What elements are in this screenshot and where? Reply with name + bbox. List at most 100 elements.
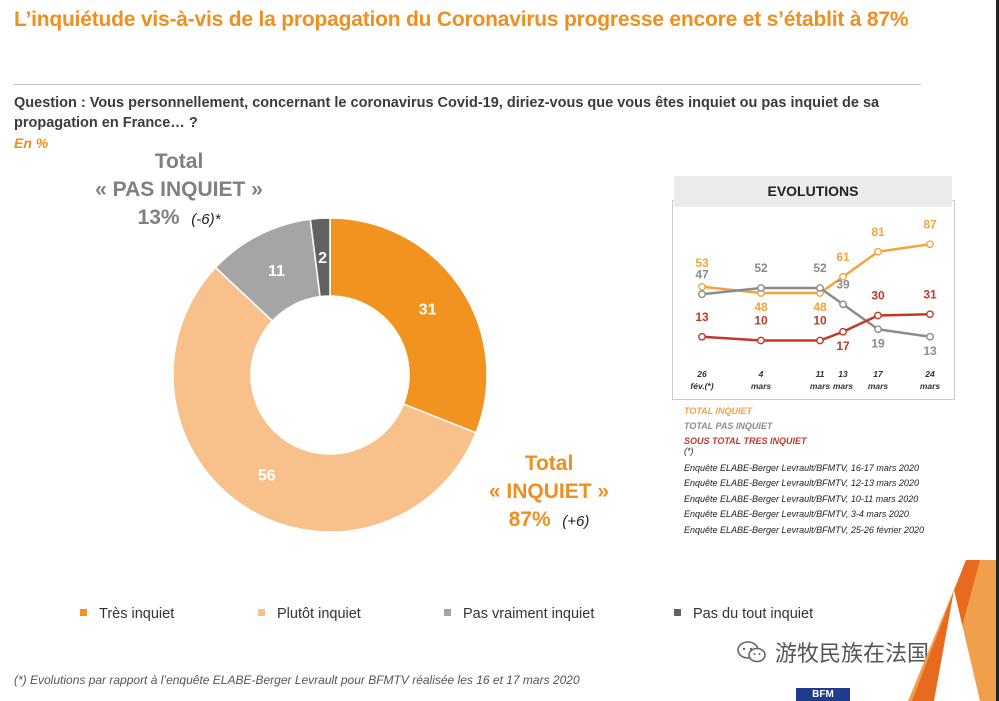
evo-value-label-tres_inquiet: 10 (813, 314, 827, 328)
evo-x-tick-label: 13 mars (833, 369, 854, 391)
evo-point-total_pas_inquiet (698, 290, 706, 299)
evo-x-tick-label: 26 fév.(*) (690, 369, 713, 391)
evo-line-total_inquiet (701, 243, 931, 295)
evo-value-label-total_inquiet: 48 (813, 300, 827, 314)
donut-label-tres: 31 (419, 302, 437, 319)
evo-point-total_inquiet (839, 272, 847, 281)
footnote: (*) Evolutions par rapport à l’enquête E… (14, 673, 580, 687)
elabe-logo-icon (908, 560, 996, 701)
total-pas-inquiet-change: (-6)* (191, 211, 221, 228)
slide-title: L’inquiétude vis-à-vis de la propagation… (14, 8, 909, 31)
evo-value-label-tres_inquiet: 17 (836, 339, 850, 353)
legend-item-pas-vraiment-inquiet: Pas vraiment inquiet (444, 606, 594, 622)
total-inquiet-change: (+6) (562, 513, 590, 530)
evo-legend-total-pas-inquiet: TOTAL PAS INQUIET (684, 420, 773, 431)
evo-point-tres_inquiet (839, 327, 847, 336)
total-inquiet: Total « INQUIET » 87% (+6) (474, 450, 624, 536)
donut-slice-tres (329, 217, 488, 434)
evolutions-legend: TOTAL INQUIET TOTAL PAS INQUIET SOUS TOT… (684, 404, 807, 448)
evo-value-label-total_inquiet: 53 (695, 256, 709, 270)
evo-value-label-tres_inquiet: 31 (923, 287, 937, 301)
evo-value-label-total_inquiet: 61 (836, 250, 850, 264)
total-pas-inquiet: Total « PAS INQUIET » 13% (-6)* (84, 148, 274, 234)
total-inquiet-value-line: 87% (+6) (474, 506, 624, 536)
donut-label-pas_vraiment: 11 (268, 263, 285, 280)
evo-point-total_pas_inquiet (926, 332, 934, 341)
evo-value-label-total_pas_inquiet: 13 (923, 344, 937, 358)
survey-asterisk: (*) (684, 446, 694, 456)
total-inquiet-pct: 87% (508, 508, 551, 531)
evo-point-total_inquiet (926, 240, 934, 249)
evo-legend-tres-inquiet: SOUS TOTAL TRES INQUIET (684, 435, 807, 446)
evo-value-label-total_pas_inquiet: 52 (813, 261, 827, 275)
total-pas-inquiet-value-line: 13% (-6)* (84, 204, 274, 234)
unit-label: En % (14, 135, 49, 151)
survey-source: Enquête ELABE-Berger Levrault/BFMTV, 3-4… (684, 509, 909, 519)
evo-value-label-total_pas_inquiet: 19 (871, 336, 885, 350)
legend-swatch-pas-vraiment-inquiet (444, 608, 451, 616)
legend-label-pas-vraiment-inquiet: Pas vraiment inquiet (463, 606, 595, 622)
survey-source: Enquête ELABE-Berger Levrault/BFMTV, 25-… (684, 524, 924, 535)
legend-swatch-tres-inquiet (80, 608, 87, 616)
evo-point-total_inquiet (874, 247, 882, 256)
donut-label-pas_du_tout: 2 (318, 250, 327, 267)
evo-value-label-total_inquiet: 48 (754, 300, 768, 314)
total-pas-inquiet-line1: Total (154, 150, 204, 173)
legend-label-plutot-inquiet: Plutôt inquiet (277, 606, 361, 622)
evo-point-total_pas_inquiet (839, 300, 847, 309)
survey-source: Enquête ELABE-Berger Levrault/BFMTV, 16-… (684, 462, 919, 473)
wechat-icon (737, 641, 766, 663)
donut-legend: Très inquiet Plutôt inquiet Pas vraiment… (80, 606, 960, 628)
evo-legend-total-inquiet: TOTAL INQUIET (684, 406, 753, 416)
legend-swatch-pas-du-tout-inquiet (674, 608, 681, 616)
evo-x-tick-label: 24 mars (920, 369, 941, 391)
wechat-watermark: 游牧民族在法国 (737, 636, 929, 668)
legend-swatch-plutot-inquiet (258, 608, 265, 616)
survey-source: Enquête ELABE-Berger Levrault/BFMTV, 12-… (684, 478, 919, 488)
evo-value-label-total_pas_inquiet: 39 (836, 277, 850, 291)
total-inquiet-line2: « INQUIET » (488, 480, 610, 503)
evo-value-label-total_pas_inquiet: 47 (695, 267, 709, 281)
evo-value-label-tres_inquiet: 30 (871, 289, 885, 303)
evo-point-total_pas_inquiet (816, 284, 824, 292)
evolutions-title: EVOLUTIONS (674, 176, 952, 207)
evo-x-tick-label: 11 mars (810, 369, 831, 391)
survey-source: Enquête ELABE-Berger Levrault/BFMTV, 10-… (684, 493, 919, 504)
title-divider (14, 84, 921, 85)
evo-value-label-tres_inquiet: 10 (754, 314, 768, 328)
evo-line-total_pas_inquiet (701, 286, 931, 338)
evo-x-tick-label: 4 mars (751, 369, 772, 391)
evo-point-tres_inquiet (757, 336, 765, 345)
survey-sources: (*) Enquête ELABE-Berger Levrault/BFMTV,… (684, 446, 924, 538)
legend-item-plutot-inquiet: Plutôt inquiet (258, 606, 361, 622)
evo-point-total_pas_inquiet (874, 325, 882, 334)
evo-value-label-tres_inquiet: 13 (695, 310, 709, 324)
evolutions-line-chart: 53 48 48 61 81 87 47 52 52 39 19 13 13 10 10 17 30 31 26 fé… (690, 217, 941, 391)
evo-point-tres_inquiet (698, 332, 706, 341)
evo-point-tres_inquiet (816, 336, 824, 345)
evo-value-label-total_pas_inquiet: 52 (754, 261, 768, 275)
wechat-account-name: 游牧民族在法国 (775, 641, 930, 666)
total-pas-inquiet-pct: 13% (137, 206, 180, 229)
survey-question: Question : Vous personnellement, concern… (14, 95, 880, 131)
donut-slice-plutot (172, 266, 477, 533)
legend-label-tres-inquiet: Très inquiet (99, 606, 175, 622)
evo-point-total_inquiet (698, 282, 706, 291)
evo-value-label-total_inquiet: 81 (871, 225, 885, 239)
screen-edge (996, 0, 999, 701)
donut-slice-pas_du_tout (309, 217, 331, 298)
evo-point-total_pas_inquiet (757, 284, 765, 292)
total-inquiet-line1: Total (524, 452, 574, 475)
total-pas-inquiet-line2: « PAS INQUIET » (95, 178, 263, 201)
legend-item-pas-du-tout-inquiet: Pas du tout inquiet (674, 606, 813, 622)
evo-x-tick-label: 17 mars (868, 369, 889, 391)
bfmtv-logo: BFM (796, 688, 850, 701)
donut-chart: 31 56 11 2 (172, 217, 488, 533)
donut-label-plutot: 56 (258, 468, 276, 485)
evo-value-label-total_inquiet: 87 (923, 217, 937, 231)
evo-point-tres_inquiet (926, 310, 934, 319)
evo-line-tres_inquiet (701, 313, 931, 342)
evo-point-tres_inquiet (874, 311, 882, 320)
legend-label-pas-du-tout-inquiet: Pas du tout inquiet (693, 606, 814, 622)
legend-item-tres-inquiet: Très inquiet (80, 606, 174, 622)
